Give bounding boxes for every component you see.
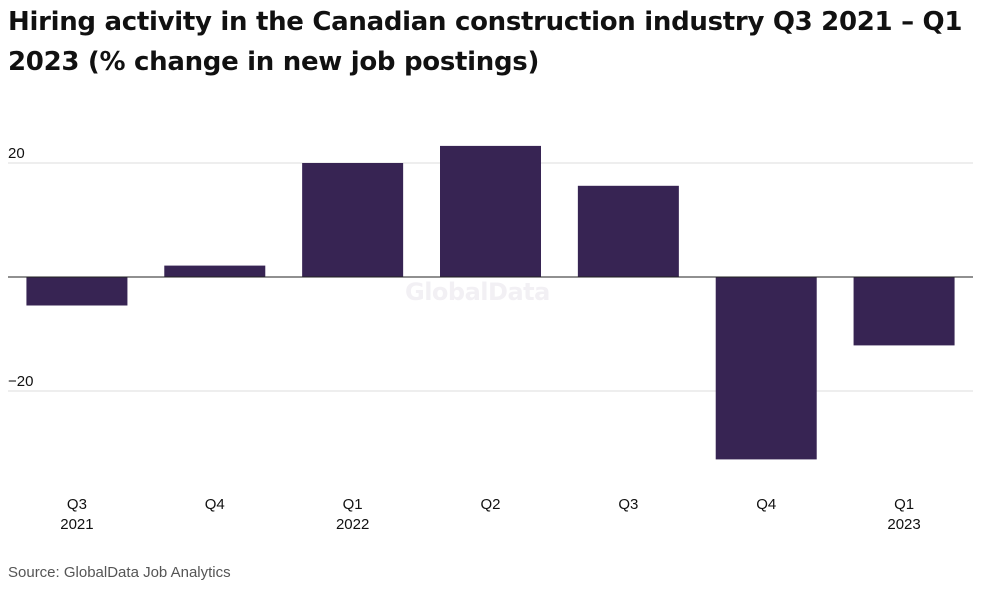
x-tick-year-label: 2023: [887, 516, 920, 533]
bar: [853, 277, 955, 346]
x-tick-label: Q1: [343, 496, 363, 513]
chart-title: Hiring activity in the Canadian construc…: [8, 7, 963, 77]
bars: [26, 145, 955, 460]
watermark: GlobalData: [405, 278, 550, 306]
x-tick-label: Q4: [756, 496, 776, 513]
bar: [164, 265, 266, 277]
bar: [577, 185, 679, 277]
bar: [302, 163, 404, 277]
x-tick-label: Q3: [67, 496, 87, 513]
x-tick-label: Q2: [480, 496, 500, 513]
x-tick-year-label: 2022: [336, 516, 369, 533]
y-tick-label: −20: [8, 373, 33, 390]
x-tick-label: Q4: [205, 496, 225, 513]
y-tick-label: 20: [8, 145, 25, 162]
x-tick-year-label: 2021: [60, 516, 93, 533]
y-tick-labels: 20 −20: [8, 145, 33, 390]
bar: [440, 145, 541, 277]
bar: [26, 277, 128, 306]
source-note: Source: GlobalData Job Analytics: [8, 564, 231, 581]
x-tick-labels: Q3 2021 Q4 Q1 2022 Q2 Q3 Q4 Q1 2023: [60, 496, 921, 533]
bar: [715, 277, 817, 460]
x-tick-label: Q3: [618, 496, 638, 513]
x-tick-label: Q1: [894, 496, 914, 513]
